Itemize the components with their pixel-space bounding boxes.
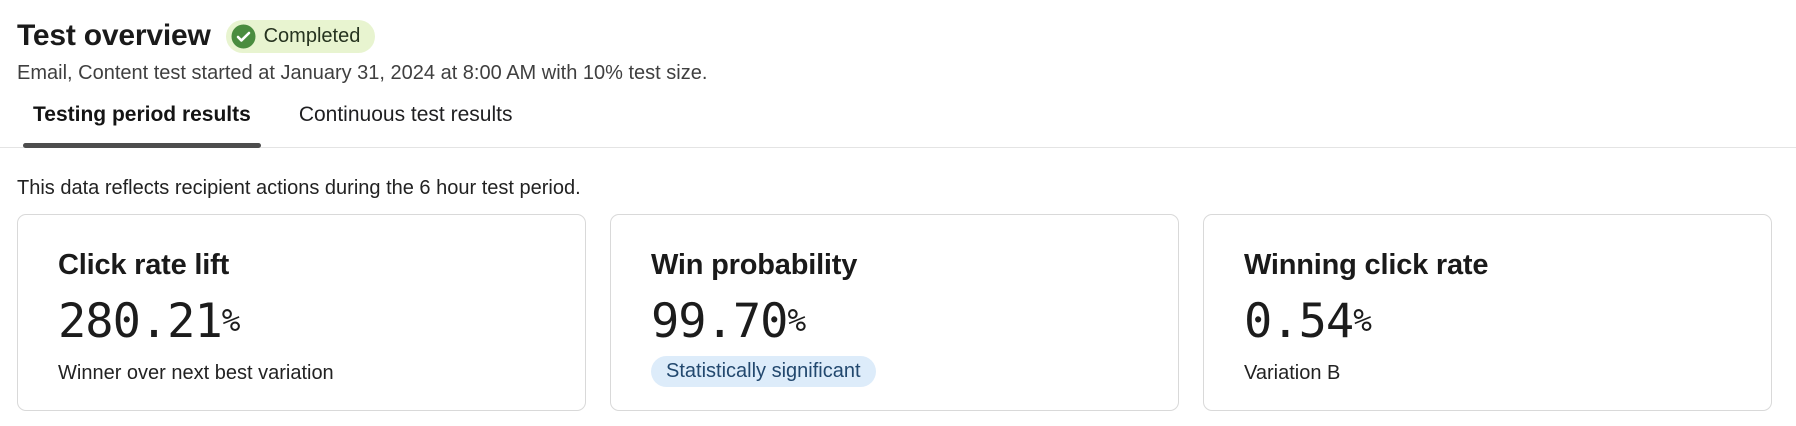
title-row: Test overview Completed (17, 19, 1772, 53)
test-period-description: This data reflects recipient actions dur… (17, 177, 581, 199)
tab-testing-period-results[interactable]: Testing period results (23, 102, 261, 148)
metric-unit: % (787, 303, 807, 339)
winning-click-rate-value: 0.54% (1244, 294, 1731, 349)
results-panel: This data reflects recipient actions dur… (0, 174, 1796, 411)
statistically-significant-badge: Statistically significant (651, 356, 876, 387)
card-winning-click-rate: Winning click rate 0.54% Variation B (1203, 214, 1772, 411)
test-overview-header: Test overview Completed Email, Content t… (0, 0, 1796, 86)
metric-number: 0.54 (1244, 294, 1354, 349)
card-footnote: Variation B (1244, 362, 1341, 384)
card-footnote: Winner over next best variation (58, 362, 334, 384)
results-tabs: Testing period results Continuous test r… (0, 102, 1796, 148)
card-title: Winning click rate (1244, 249, 1489, 281)
tab-continuous-test-results[interactable]: Continuous test results (289, 102, 523, 147)
metric-unit: % (221, 303, 241, 339)
win-probability-value: 99.70% (651, 294, 1138, 349)
page-title: Test overview (17, 19, 211, 52)
card-win-probability: Win probability 99.70% Statistically sig… (610, 214, 1179, 411)
card-click-rate-lift: Click rate lift 280.21% Winner over next… (17, 214, 586, 411)
status-badge-label: Completed (263, 24, 361, 47)
card-title: Win probability (651, 249, 858, 281)
metric-number: 99.70 (651, 294, 788, 349)
metric-number: 280.21 (58, 294, 223, 349)
metric-cards-row: Click rate lift 280.21% Winner over next… (17, 214, 1772, 411)
click-rate-lift-value: 280.21% (58, 294, 545, 349)
status-badge-completed: Completed (225, 19, 376, 53)
card-title: Click rate lift (58, 249, 230, 281)
test-subtitle: Email, Content test started at January 3… (17, 62, 708, 84)
check-circle-icon (231, 24, 256, 49)
metric-unit: % (1353, 303, 1372, 339)
